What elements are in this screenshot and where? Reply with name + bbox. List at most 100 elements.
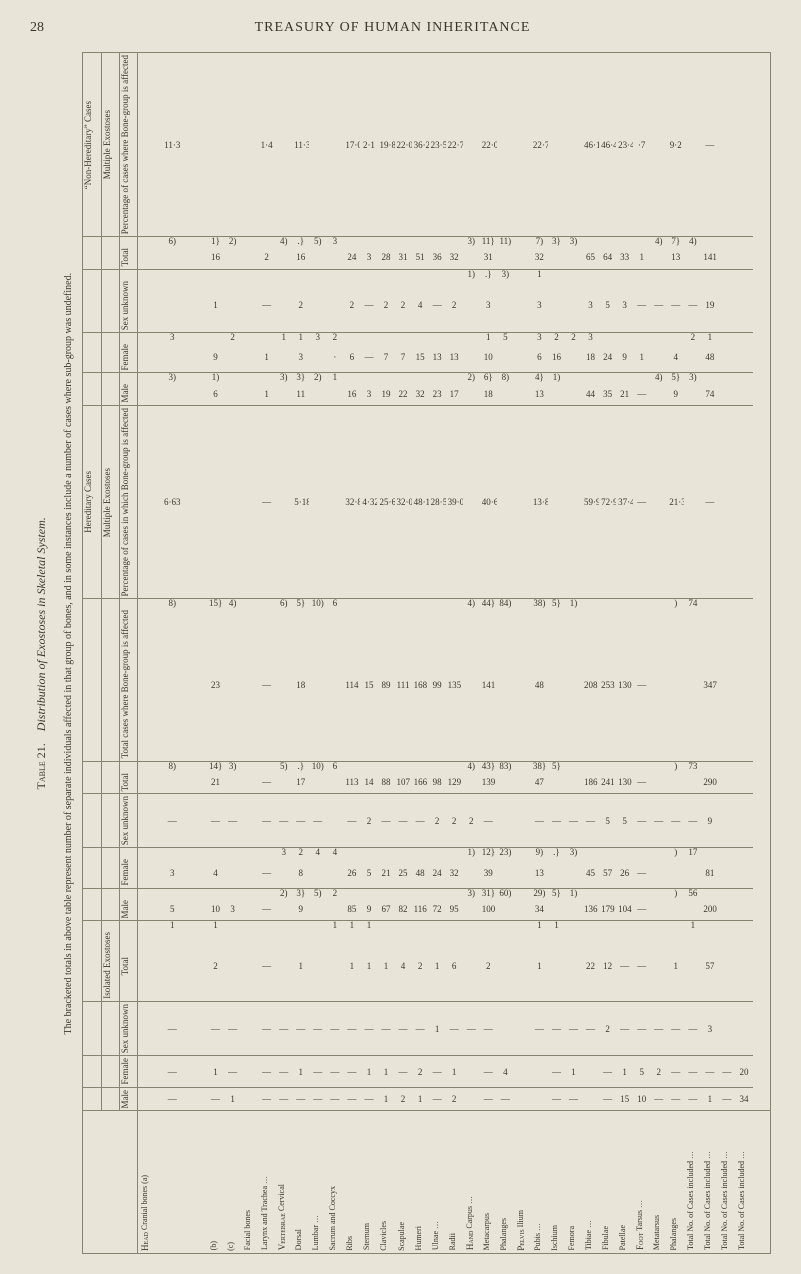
bracket-cell [616, 373, 633, 383]
data-cell: — [395, 794, 412, 848]
data-cell: — [701, 53, 718, 237]
data-cell [548, 857, 565, 888]
data-cell: 18 [582, 342, 599, 373]
data-cell: 35 [599, 382, 616, 405]
data-cell [241, 930, 258, 1001]
data-cell [684, 930, 701, 1001]
data-cell: 22·0 [480, 53, 497, 237]
bracket-cell [429, 269, 446, 279]
bracket-cell [514, 599, 531, 609]
column-stub: Humeri [414, 1224, 423, 1252]
data-cell: — [582, 794, 599, 848]
bracket-cell [224, 921, 241, 931]
data-cell [565, 608, 582, 761]
data-cell: 13 [429, 342, 446, 373]
data-cell [497, 342, 514, 373]
data-cell: — [633, 794, 650, 848]
data-cell [224, 857, 241, 888]
bracket-cell [377, 373, 394, 383]
data-cell: 290 [701, 771, 718, 794]
bracket-cell: 2) [309, 373, 326, 383]
data-cell [137, 930, 207, 1001]
data-cell: — [224, 1056, 241, 1088]
data-cell [241, 246, 258, 269]
data-cell [241, 1002, 258, 1056]
group-label: Isolated Exostoses [102, 930, 112, 1001]
data-cell: 2 [207, 930, 224, 1001]
bracket-cell [412, 269, 429, 279]
column-stub: Sacrum and Coccyx [328, 1184, 337, 1252]
bracket-cell [377, 848, 394, 858]
data-cell: — [633, 930, 650, 1001]
data-cell: 179 [599, 898, 616, 921]
column-stub: Phalanges [499, 1216, 508, 1252]
data-cell: 208 [582, 608, 599, 761]
bracket-cell [582, 373, 599, 383]
data-cell: — [343, 794, 360, 848]
data-cell [309, 857, 326, 888]
data-cell [497, 405, 514, 599]
data-cell [514, 1002, 531, 1056]
data-cell: 3 [360, 246, 377, 269]
data-cell [684, 898, 701, 921]
bracket-cell [446, 237, 463, 247]
data-cell: 18 [480, 382, 497, 405]
data-cell: — [258, 608, 275, 761]
data-cell [667, 771, 684, 794]
data-cell [514, 246, 531, 269]
bracket-cell: 3} [292, 373, 309, 383]
bracket-cell [207, 888, 224, 898]
bracket-cell: 83) [497, 761, 514, 771]
group-label: Multiple Exostoses [102, 108, 112, 181]
data-cell: 1 [429, 930, 446, 1001]
data-cell [497, 898, 514, 921]
bracket-cell [395, 237, 412, 247]
data-cell [463, 382, 480, 405]
data-cell [548, 930, 565, 1001]
bracket-cell: 10) [309, 761, 326, 771]
data-cell: — [599, 1087, 616, 1111]
data-cell: 2 [395, 279, 412, 333]
data-cell: 2 [446, 794, 463, 848]
data-cell: 21 [207, 771, 224, 794]
data-cell: 32 [446, 246, 463, 269]
bracket-cell: 4) [463, 761, 480, 771]
column-stub: Vertebrae Cervical [277, 1182, 287, 1252]
row-label: Total [120, 955, 130, 977]
data-cell [497, 857, 514, 888]
data-cell [241, 771, 258, 794]
bracket-cell [377, 269, 394, 279]
bracket-cell [616, 888, 633, 898]
data-cell: 10 [480, 342, 497, 373]
bracket-cell: 2) [463, 373, 480, 383]
bracket-cell [718, 848, 735, 858]
bracket-cell: 6) [137, 237, 207, 247]
bracket-cell [360, 848, 377, 858]
data-cell: 24 [599, 342, 616, 373]
data-cell: 9·2 [667, 53, 684, 237]
bracket-cell [241, 848, 258, 858]
column-stub: Hand Carpus … [465, 1194, 475, 1252]
page-number: 28 [30, 20, 44, 36]
data-cell: 39 [480, 857, 497, 888]
data-cell [326, 794, 343, 848]
bracket-cell: 2) [224, 237, 241, 247]
bracket-cell: 3 [137, 332, 207, 342]
bracket-cell: 10) [309, 599, 326, 609]
data-cell [241, 1087, 258, 1111]
column-stub: Scapulae [397, 1220, 406, 1253]
data-cell: 32·0 [395, 405, 412, 599]
bracket-cell [429, 599, 446, 609]
bracket-cell: 4 [326, 848, 343, 858]
bracket-cell [565, 373, 582, 383]
data-cell: 46·1 [582, 53, 599, 237]
bracket-cell: 3) [684, 373, 701, 383]
data-cell: — [633, 771, 650, 794]
data-cell: — [650, 1002, 667, 1056]
data-cell: 22 [582, 930, 599, 1001]
bracket-cell: 11} [480, 237, 497, 247]
bracket-cell [137, 888, 207, 898]
bracket-cell [616, 848, 633, 858]
data-cell: 15 [412, 342, 429, 373]
data-cell [463, 898, 480, 921]
